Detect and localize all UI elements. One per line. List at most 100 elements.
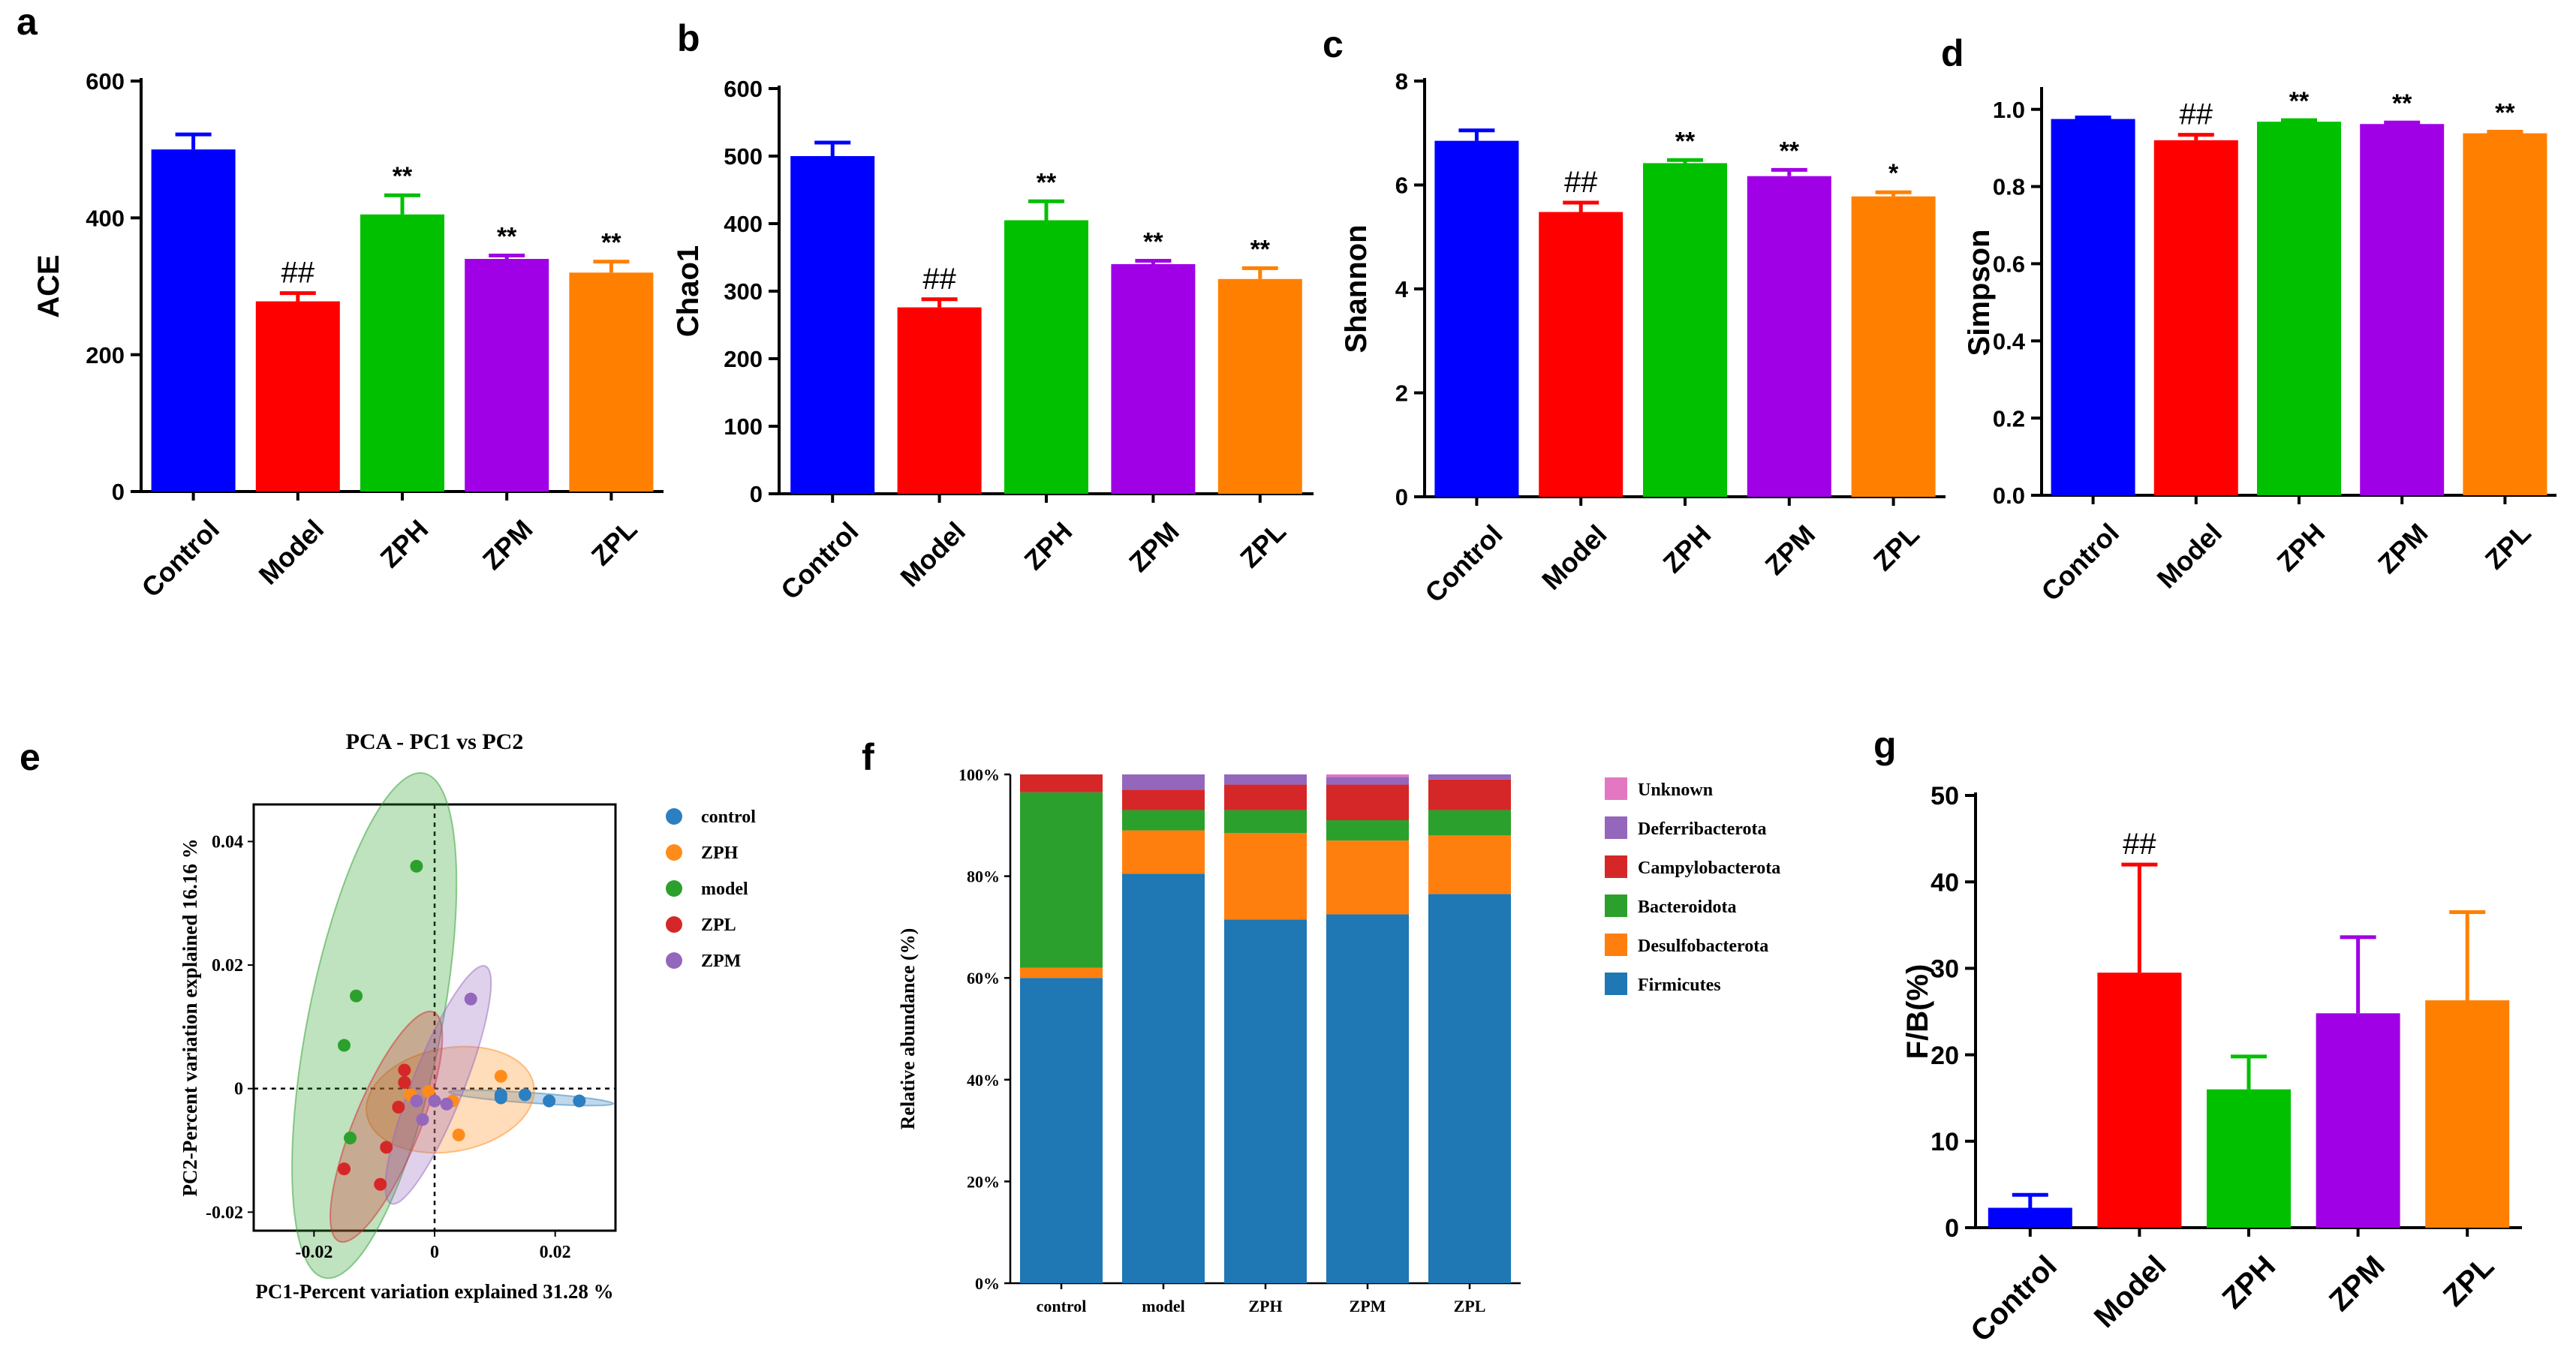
legend-label-desulfobacterota: Desulfobacterota [1638, 937, 1768, 956]
y-tick-label: 20 [1930, 1042, 1959, 1070]
significance-mark: ## [2123, 828, 2156, 861]
y-tick-label: 500 [724, 143, 763, 170]
x-tick-label: -0.02 [295, 1243, 333, 1262]
scatter-point-zpl [398, 1063, 411, 1077]
legend-marker-model [666, 880, 682, 897]
legend-label-zph: ZPH [701, 843, 739, 863]
significance-mark: ** [2289, 87, 2310, 116]
y-axis-label: F/B(%) [1901, 964, 1934, 1060]
y-axis-label: Simpson [1963, 230, 1996, 356]
stack-segment-desulfobacterota [1326, 840, 1409, 915]
bar-zpm [465, 259, 549, 492]
category-label-zph: ZPH [1248, 1297, 1282, 1315]
y-tick-label: 0% [975, 1274, 1000, 1293]
x-tick-label: 0 [430, 1243, 439, 1262]
legend-swatch-campylobacterota [1605, 855, 1627, 878]
scatter-point-zph [422, 1085, 435, 1099]
y-tick-label: 40 [1930, 868, 1959, 897]
y-tick-label: 30 [1930, 955, 1959, 984]
stack-segment-campylobacterota [1326, 784, 1409, 821]
category-label-model: Model [253, 513, 330, 591]
legend-swatch-bacteroidota [1605, 894, 1627, 917]
scatter-point-control [573, 1094, 586, 1108]
confidence-ellipse-model [291, 772, 458, 1279]
chart-fb-ratio: 0 10 20 30 40 50 F/B(%) Control ## Model ZPH ZPM ZPL [1901, 782, 2522, 1348]
significance-mark: * [1888, 159, 1899, 188]
y-tick-label: 0.02 [212, 956, 243, 976]
y-tick-label: 100 [724, 413, 763, 440]
stack-segment-deferribacterota [1122, 774, 1205, 790]
category-label-zpm: ZPM [2372, 517, 2434, 579]
bar-control [151, 149, 236, 492]
chart-chao1: 0 100 200 300 400 500 600 Chao1 Control ## Model **… [672, 76, 1314, 606]
stack-segment-bacteroidota [1122, 810, 1205, 831]
significance-mark: ** [497, 222, 517, 251]
y-axis-label: Relative abundance (%) [897, 928, 919, 1130]
y-tick-label: 400 [724, 211, 763, 237]
legend-marker-zpm [666, 952, 682, 969]
significance-mark: ## [2180, 98, 2213, 131]
bar-zpm [2360, 124, 2445, 495]
bar-model [897, 307, 982, 494]
scatter-point-zpm [464, 992, 477, 1006]
y-tick-label: 0.4 [1993, 328, 2026, 354]
legend-label-firmicutes: Firmicutes [1638, 976, 1721, 995]
category-label-zph: ZPH [374, 513, 434, 573]
scatter-point-control [543, 1094, 556, 1108]
y-tick-label: 6 [1395, 173, 1408, 199]
panel-letter-c: c [1323, 23, 1344, 65]
category-label-zpl: ZPL [2479, 517, 2537, 575]
category-label-zpm: ZPM [1123, 516, 1185, 578]
stack-segment-firmicutes [1122, 873, 1205, 1283]
category-label-zpl: ZPL [2437, 1249, 2501, 1313]
y-tick-label: 60% [967, 969, 1000, 988]
bar-control [1988, 1207, 2072, 1228]
significance-mark: ## [922, 263, 956, 296]
scatter-point-zpl [398, 1075, 411, 1089]
stack-segment-desulfobacterota [1020, 967, 1103, 979]
significance-mark: ** [1143, 228, 1163, 257]
category-label-control: Control [2035, 517, 2124, 606]
legend-label-control: control [701, 807, 756, 827]
pca-title: PCA - PC1 vs PC2 [346, 729, 524, 754]
scatter-point-model [410, 859, 423, 873]
stack-segment-bacteroidota [1224, 810, 1307, 833]
y-tick-label: 0 [234, 1080, 243, 1099]
bar-zpl [569, 272, 654, 492]
scatter-point-control [494, 1091, 507, 1105]
stack-segment-bacteroidota [1020, 792, 1103, 968]
bar-zpm [1747, 176, 1831, 498]
y-tick-label: 2 [1395, 380, 1408, 407]
bar-zph [1643, 163, 1727, 498]
y-tick-label: 1.0 [1993, 97, 2025, 123]
scatter-point-model [338, 1039, 351, 1052]
legend-label-zpm: ZPM [701, 952, 741, 971]
legend-label-unknown: Unknown [1638, 780, 1713, 800]
legend-marker-zph [666, 844, 682, 861]
y-tick-label: 300 [724, 278, 763, 305]
scatter-point-zph [494, 1069, 507, 1083]
y-tick-label: 50 [1930, 782, 1959, 810]
stack-segment-bacteroidota [1428, 810, 1511, 836]
significance-mark: ## [1564, 166, 1598, 199]
category-label-control: Control [775, 516, 864, 605]
stack-segment-campylobacterota [1428, 779, 1511, 810]
bar-zpl [2425, 1000, 2510, 1228]
category-label-model: Model [894, 516, 971, 593]
y-axis-label: Chao1 [672, 245, 705, 337]
legend-label-campylobacterota: Campylobacterota [1638, 858, 1780, 878]
y-tick-label: 0 [1395, 484, 1408, 510]
y-tick-label: 4 [1395, 276, 1409, 302]
stack-segment-campylobacterota [1122, 789, 1205, 810]
y-tick-label: 200 [86, 342, 125, 368]
legend-marker-zpl [666, 916, 682, 933]
chart-ace: 0 200 400 600 ACE Control ## Model ** ZPH ** ZPM ** Z… [32, 68, 664, 603]
category-label-model: Model [1536, 519, 1613, 596]
chart-relative-abundance: 0% 20% 40% 60% 80% 100% Relative abundance (%)… [897, 765, 1780, 1315]
legend-marker-control [666, 808, 682, 825]
category-label-zpm: ZPM [1759, 519, 1821, 581]
x-tick-label: 0.02 [540, 1243, 571, 1262]
category-label-zph: ZPH [2271, 517, 2331, 577]
legend-label-deferribacterota: Deferribacterota [1638, 819, 1766, 839]
bar-control [1434, 140, 1519, 497]
